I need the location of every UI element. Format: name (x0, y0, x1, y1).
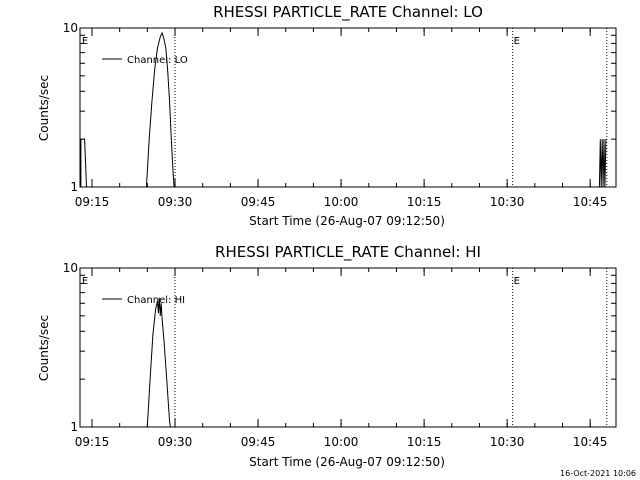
legend-entry-lo: Channel: LO (127, 55, 188, 66)
panel-lo: RHESSI PARTICLE_RATE Channel: LO Counts/… (37, 3, 617, 228)
x-tick-label: 10:30 (490, 195, 525, 209)
x-tick-label: 09:45 (241, 435, 276, 449)
y-axis-label: Counts/sec (37, 75, 51, 141)
x-axis-label: Start Time (26-Aug-07 09:12:50) (249, 455, 445, 469)
x-tick-label: 10:00 (324, 435, 359, 449)
footer-timestamp: 16-Oct-2021 10:06 (560, 469, 636, 478)
x-tick-label: 10:30 (490, 435, 525, 449)
x-tick-label: 10:15 (407, 435, 442, 449)
x-axis-label: Start Time (26-Aug-07 09:12:50) (249, 214, 445, 228)
legend-entry-hi: Channel: HI (127, 295, 185, 306)
chart-title: RHESSI PARTICLE_RATE Channel: LO (213, 3, 483, 22)
y-tick-label: 1 (70, 180, 78, 194)
plot-frame (79, 267, 617, 428)
x-tick-label: 09:30 (158, 195, 193, 209)
legend: Channel: LO (102, 55, 188, 66)
legend: Channel: HI (102, 295, 185, 306)
y-axis-label: Counts/sec (37, 315, 51, 381)
series-line-segment (598, 139, 607, 188)
x-tick-label: 10:00 (324, 195, 359, 209)
y-tick-label: 10 (63, 21, 78, 35)
x-tick-label: 09:30 (158, 435, 193, 449)
series-line-segment (146, 297, 171, 428)
plot-frame (79, 27, 617, 188)
y-tick-label: 1 (70, 420, 78, 434)
series-line-segment (145, 31, 175, 188)
x-tick-label: 09:15 (75, 435, 110, 449)
x-tick-label: 10:45 (573, 435, 608, 449)
x-tick-label: 10:45 (573, 195, 608, 209)
x-tick-label: 09:15 (75, 195, 110, 209)
y-tick-label: 10 (63, 261, 78, 275)
x-tick-label: 09:45 (241, 195, 276, 209)
x-tick-label: 10:15 (407, 195, 442, 209)
event-marker-label: E (82, 36, 88, 47)
panel-hi: RHESSI PARTICLE_RATE Channel: HI Counts/… (37, 243, 617, 469)
series-line-segment (80, 138, 87, 188)
event-marker-label: E (514, 36, 520, 47)
chart-title: RHESSI PARTICLE_RATE Channel: HI (215, 243, 481, 262)
event-marker-label: E (82, 276, 88, 287)
event-marker-label: E (514, 276, 520, 287)
